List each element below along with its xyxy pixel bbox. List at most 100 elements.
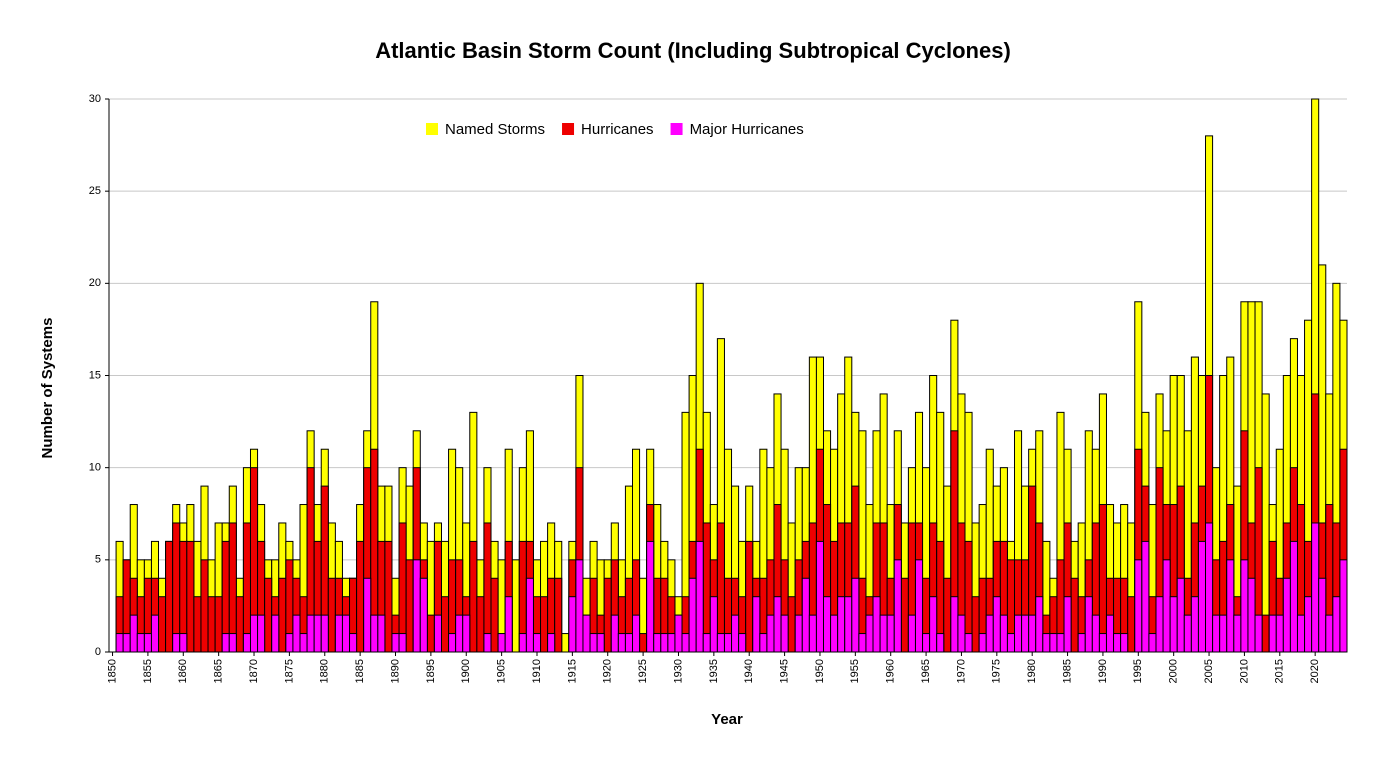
bar — [158, 596, 167, 653]
bar — [1006, 633, 1016, 653]
bar — [554, 577, 563, 653]
bar — [264, 577, 273, 653]
bar — [433, 614, 442, 653]
x-tick-label: 2015 — [1274, 659, 1286, 683]
bar — [1035, 596, 1044, 653]
bar — [1261, 614, 1270, 653]
bar — [391, 633, 400, 653]
bar — [787, 596, 796, 653]
bar — [511, 559, 520, 653]
x-tick-label: 2020 — [1309, 659, 1321, 683]
bar — [589, 633, 598, 653]
x-tick-label: 1905 — [496, 659, 508, 683]
bar — [886, 614, 895, 653]
bar — [1014, 614, 1023, 653]
bar — [639, 633, 648, 653]
x-tick-label: 1880 — [319, 659, 331, 683]
x-tick-label: 1920 — [602, 659, 614, 683]
bar — [313, 614, 322, 653]
bar — [476, 596, 485, 653]
bar — [278, 577, 287, 653]
bar — [674, 614, 683, 653]
bar — [1169, 596, 1178, 653]
bar — [1028, 614, 1037, 653]
x-tick-label: 1850 — [106, 659, 118, 683]
bar — [893, 559, 902, 653]
y-tick-label: 10 — [89, 462, 101, 474]
bar — [1233, 614, 1242, 653]
bar — [398, 522, 407, 653]
bar — [271, 614, 280, 653]
legend-text: Named Storms — [445, 121, 545, 138]
bar — [731, 614, 740, 653]
y-tick-label: 15 — [89, 369, 101, 381]
bar — [617, 633, 626, 653]
bar — [1063, 596, 1072, 653]
bar — [1056, 633, 1065, 653]
bar — [801, 577, 810, 653]
bar — [384, 540, 393, 653]
bar — [327, 577, 336, 653]
bar — [448, 633, 457, 653]
bar — [1339, 559, 1348, 653]
bar — [879, 614, 888, 653]
bar — [490, 577, 499, 653]
bar — [1311, 522, 1320, 653]
x-tick-label: 1960 — [885, 659, 897, 683]
x-tick-label: 1975 — [991, 659, 1003, 683]
bar — [483, 633, 492, 653]
bar — [1070, 577, 1079, 653]
bar — [660, 633, 669, 653]
bar — [688, 577, 697, 653]
bar — [808, 614, 817, 653]
x-tick-label: 1940 — [743, 659, 755, 683]
bar — [334, 614, 343, 653]
bar — [610, 614, 619, 653]
x-tick-label: 2000 — [1168, 659, 1180, 683]
y-tick-label: 0 — [95, 646, 101, 658]
bar — [999, 614, 1008, 653]
x-tick-label: 1980 — [1026, 659, 1038, 683]
bar — [242, 633, 251, 653]
bar — [1120, 633, 1129, 653]
bar — [1148, 633, 1157, 653]
bar — [1042, 633, 1051, 653]
bar — [1197, 540, 1207, 653]
bar — [1021, 614, 1030, 653]
bar — [830, 614, 839, 653]
bar — [844, 596, 853, 653]
bar — [575, 559, 584, 653]
x-tick-label: 1885 — [354, 659, 366, 683]
bar — [115, 633, 124, 653]
bar — [1162, 559, 1171, 653]
bar — [1247, 577, 1256, 653]
x-tick-label: 1935 — [708, 659, 720, 683]
bar — [129, 614, 138, 653]
bar — [568, 596, 577, 653]
x-tick-label: 1860 — [177, 659, 189, 683]
bar — [603, 577, 612, 653]
bar — [242, 522, 251, 653]
bar — [907, 614, 916, 653]
bar — [992, 596, 1001, 653]
chart-title: Atlantic Basin Storm Count (Including Su… — [375, 38, 1011, 63]
bar — [985, 614, 994, 653]
legend-text: Major Hurricanes — [690, 121, 804, 138]
bar — [723, 633, 733, 653]
bar — [455, 614, 464, 653]
bar — [1134, 559, 1143, 653]
bar — [971, 596, 980, 653]
bar — [1141, 540, 1150, 653]
bar — [320, 614, 329, 653]
x-tick-label: 1965 — [920, 659, 932, 683]
bar — [561, 633, 570, 653]
bar — [582, 614, 591, 653]
bar — [1275, 614, 1284, 653]
bar — [377, 614, 386, 653]
bar — [341, 614, 351, 653]
bar — [1077, 633, 1086, 653]
x-axis-title: Year — [711, 711, 743, 728]
bar — [1254, 614, 1263, 653]
bar — [122, 633, 131, 653]
x-tick-label: 1985 — [1061, 659, 1073, 683]
